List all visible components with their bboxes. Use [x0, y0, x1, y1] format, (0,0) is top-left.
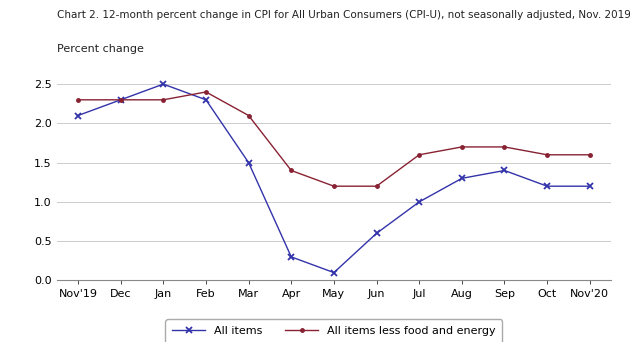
All items — [159, 82, 167, 86]
All items less food and energy — [117, 98, 125, 102]
All items — [543, 184, 551, 188]
All items less food and energy — [202, 90, 210, 94]
Text: Chart 2. 12-month percent change in CPI for All Urban Consumers (CPI-U), not sea: Chart 2. 12-month percent change in CPI … — [57, 10, 630, 20]
All items — [501, 169, 508, 173]
All items less food and energy — [74, 98, 82, 102]
All items — [117, 98, 125, 102]
Line: All items: All items — [74, 81, 593, 276]
All items — [74, 114, 82, 118]
All items — [287, 255, 295, 259]
All items less food and energy — [415, 153, 423, 157]
All items less food and energy — [586, 153, 593, 157]
All items less food and energy — [287, 169, 295, 173]
Line: All items less food and energy: All items less food and energy — [74, 89, 593, 190]
All items less food and energy — [373, 184, 381, 188]
All items — [202, 98, 210, 102]
Text: Percent change: Percent change — [57, 44, 144, 54]
All items less food and energy — [159, 98, 167, 102]
All items less food and energy — [458, 145, 466, 149]
All items less food and energy — [543, 153, 551, 157]
All items — [330, 271, 338, 275]
All items — [458, 176, 466, 180]
All items less food and energy — [330, 184, 338, 188]
All items — [373, 231, 381, 235]
All items — [586, 184, 593, 188]
All items less food and energy — [501, 145, 508, 149]
All items — [415, 200, 423, 204]
All items — [245, 161, 253, 165]
All items less food and energy — [245, 114, 253, 118]
Legend: All items, All items less food and energy: All items, All items less food and energ… — [166, 319, 502, 342]
